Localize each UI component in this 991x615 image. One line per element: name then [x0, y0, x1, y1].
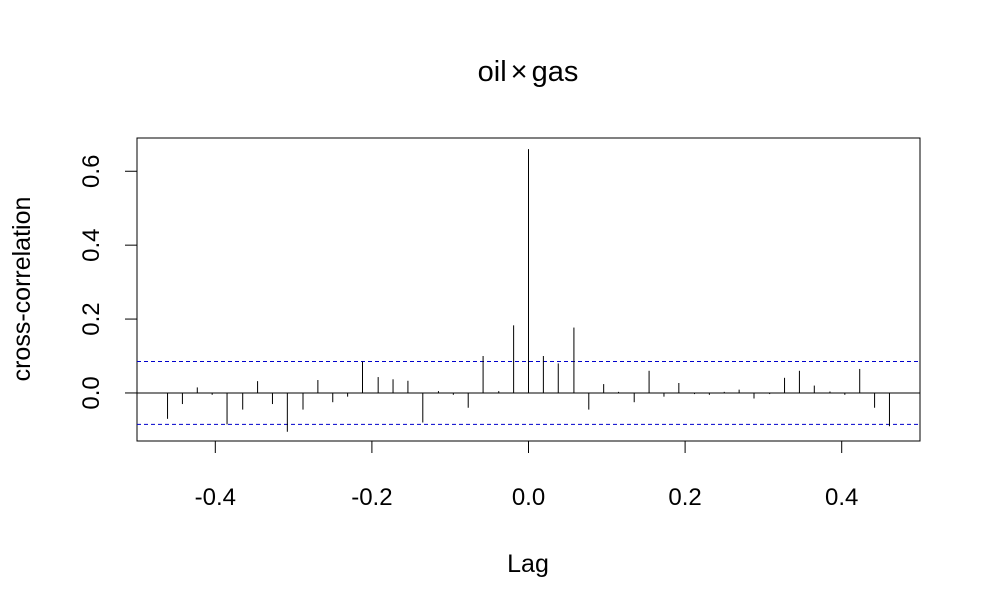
x-tick-label: 0.2 [668, 484, 701, 511]
y-tick-label: 0.2 [78, 302, 105, 335]
plot-area [137, 149, 920, 432]
y-tick-label: 0.4 [78, 228, 105, 261]
title-left: oil [478, 56, 507, 88]
y-axis: 0.0 0.2 0.4 0.6 [78, 155, 138, 410]
x-tick-label: 0.0 [512, 484, 545, 511]
chart-title: oil × gas [478, 56, 579, 88]
x-tick-label: -0.2 [351, 484, 392, 511]
y-tick-label: 0.6 [78, 155, 105, 188]
x-tick-label: 0.4 [825, 484, 858, 511]
y-axis-title: cross-correlation [8, 197, 36, 382]
y-tick-label: 0.0 [78, 376, 105, 409]
title-times-symbol: × [511, 56, 528, 88]
x-axis: -0.4 -0.2 0.0 0.2 0.4 [195, 440, 858, 511]
title-right: gas [532, 56, 579, 88]
x-axis-title: Lag [507, 550, 549, 578]
x-tick-label: -0.4 [195, 484, 236, 511]
